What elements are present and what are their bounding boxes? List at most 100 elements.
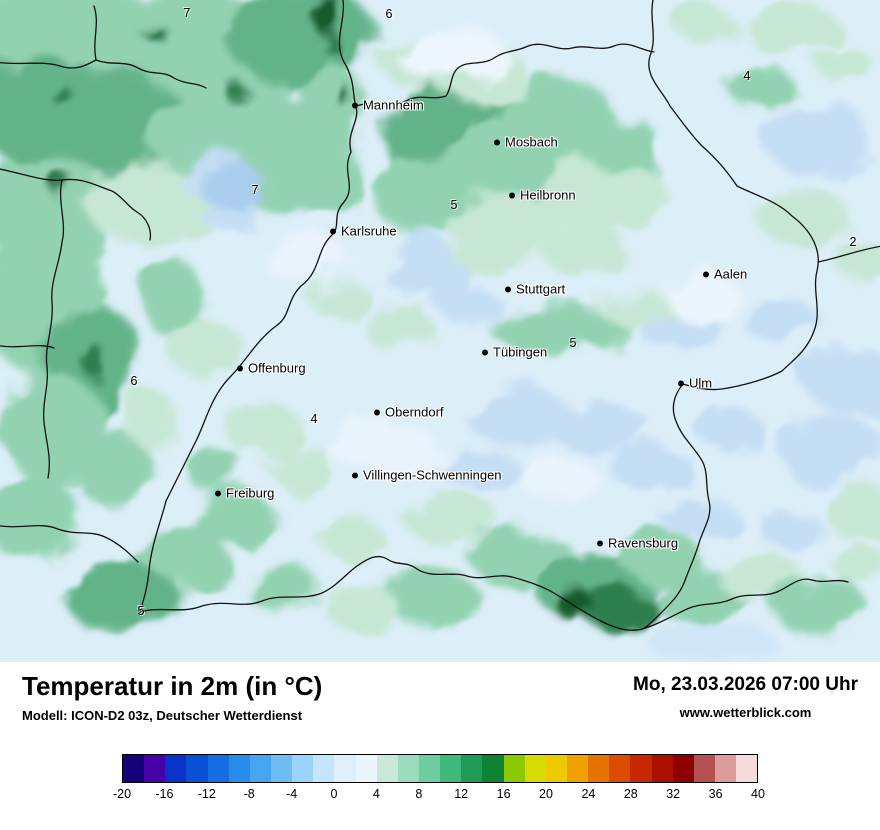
temperature-value-layer: 7 6 4 7 5 2 6 5 4 5 (130, 6, 857, 618)
city-marker: Heilbronn (509, 188, 576, 203)
colorbar-segment (630, 755, 652, 782)
city-dot (352, 102, 358, 108)
colorbar-tick-label: 8 (415, 787, 423, 801)
city-marker: Stuttgart (505, 282, 565, 297)
temperature-value: 6 (385, 7, 393, 21)
city-marker: Villingen-Schwenningen (352, 468, 502, 483)
colorbar-tick-label: -12 (197, 787, 216, 801)
colorbar-segment (609, 755, 631, 782)
colorbar-tick-label: 16 (496, 787, 511, 801)
city-dot (482, 349, 488, 355)
temperature-value: 6 (130, 374, 138, 388)
colorbar-segment (165, 755, 187, 782)
colorbar-segment (144, 755, 166, 782)
colorbar-segment (440, 755, 462, 782)
city-label: Heilbronn (520, 187, 576, 203)
colorbar-tick-label: 40 (751, 787, 765, 801)
colorbar-segment (736, 755, 758, 782)
city-dot (703, 271, 709, 277)
city-dot (215, 490, 221, 496)
city-marker: Freiburg (215, 486, 274, 501)
city-label: Tübingen (493, 344, 548, 360)
city-marker: Ravensburg (597, 536, 678, 551)
temperature-blobs (0, 0, 880, 662)
city-dot (678, 380, 684, 386)
colorbar-tick-label: 4 (372, 787, 380, 801)
city-label: Offenburg (248, 360, 306, 376)
city-marker: Ulm (678, 376, 712, 391)
city-label: Ulm (689, 375, 713, 391)
colorbar-segment (588, 755, 610, 782)
city-marker: Mosbach (494, 135, 558, 150)
temperature-value: 4 (310, 412, 318, 426)
colorbar-tick-label: 36 (708, 787, 723, 801)
datetime-block: Mo, 23.03.2026 07:00 Uhr www.wetterblick… (633, 674, 858, 720)
colorbar-segment (313, 755, 335, 782)
city-marker: Tübingen (482, 345, 547, 360)
colorbar-segment (482, 755, 504, 782)
colorbar-tick-label: -4 (286, 787, 298, 801)
city-label: Villingen-Schwenningen (363, 467, 502, 483)
colorbar-segment (249, 755, 271, 782)
city-marker: Mannheim (352, 98, 424, 113)
colorbar-segment (123, 755, 145, 782)
city-dot (374, 409, 380, 415)
temperature-value: 5 (450, 198, 458, 212)
city-dot (597, 540, 603, 546)
colorbar-tick-label: 20 (539, 787, 553, 801)
city-marker: Aalen (703, 267, 747, 282)
page-title: Temperatur in 2m (in °C) (22, 671, 323, 701)
colorbar-segment (207, 755, 229, 782)
colorbar-segment (651, 755, 673, 782)
temperature-value: 7 (183, 6, 191, 20)
colorbar-segment (524, 755, 546, 782)
city-label: Freiburg (226, 485, 275, 501)
colorbar-segment (672, 755, 694, 782)
temperature-field-svg (0, 0, 880, 662)
city-dot (505, 286, 511, 292)
colorbar-ticks: -20 -16 -12 -8 -4 0 4 8 12 16 20 24 28 32 36 40 (113, 787, 765, 803)
city-marker: Oberndorf (374, 405, 444, 420)
footer: Temperatur in 2m (in °C) Modell: ICON-D2… (0, 662, 880, 830)
footer-header-row: Temperatur in 2m (in °C) Modell: ICON-D2… (0, 672, 880, 723)
colorbar-segments (122, 754, 758, 783)
city-dot (494, 139, 500, 145)
city-label: Mannheim (363, 97, 424, 113)
colorbar-segment (355, 755, 377, 782)
forecast-datetime: Mo, 23.03.2026 07:00 Uhr (633, 674, 858, 695)
city-dot (330, 228, 336, 234)
city-marker: Offenburg (237, 361, 306, 376)
colorbar-tick-label: -20 (112, 787, 132, 801)
colorbar-tick-label: -8 (243, 787, 255, 801)
colorbar-segment (376, 755, 398, 782)
city-label: Ravensburg (608, 535, 679, 551)
colorbar-segment (566, 755, 589, 782)
colorbar-segment (270, 755, 293, 782)
city-marker: Karlsruhe (330, 224, 397, 239)
city-label: Oberndorf (385, 404, 444, 420)
colorbar-segment (693, 755, 715, 782)
colorbar-segment (545, 755, 567, 782)
colorbar-segment (228, 755, 250, 782)
colorbar-segment (418, 755, 441, 782)
city-layer: Mannheim Mosbach Heilbronn Karlsruhe Stuttga… (215, 98, 747, 551)
colorbar-tick-label: 32 (666, 787, 681, 801)
city-dot (352, 472, 358, 478)
city-label: Aalen (714, 266, 748, 282)
colorbar-tick-label: 24 (581, 787, 596, 801)
city-dot (509, 192, 515, 198)
city-label: Stuttgart (516, 281, 566, 297)
temperature-value: 2 (849, 235, 857, 249)
city-label: Karlsruhe (341, 223, 397, 239)
colorbar-tick-label: -16 (155, 787, 174, 801)
colorbar-segment (503, 755, 525, 782)
colorbar: -20 -16 -12 -8 -4 0 4 8 12 16 20 24 28 32 36 40 (113, 754, 765, 803)
city-label: Mosbach (505, 134, 558, 150)
colorbar-tick-label: 0 (330, 787, 338, 801)
model-info: Modell: ICON-D2 03z, Deutscher Wetterdie… (22, 707, 303, 723)
colorbar-segment (334, 755, 356, 782)
colorbar-tick-label: 12 (454, 787, 469, 801)
colorbar-segment (397, 755, 419, 782)
temperature-map: Mannheim Mosbach Heilbronn Karlsruhe Stuttga… (0, 0, 880, 662)
